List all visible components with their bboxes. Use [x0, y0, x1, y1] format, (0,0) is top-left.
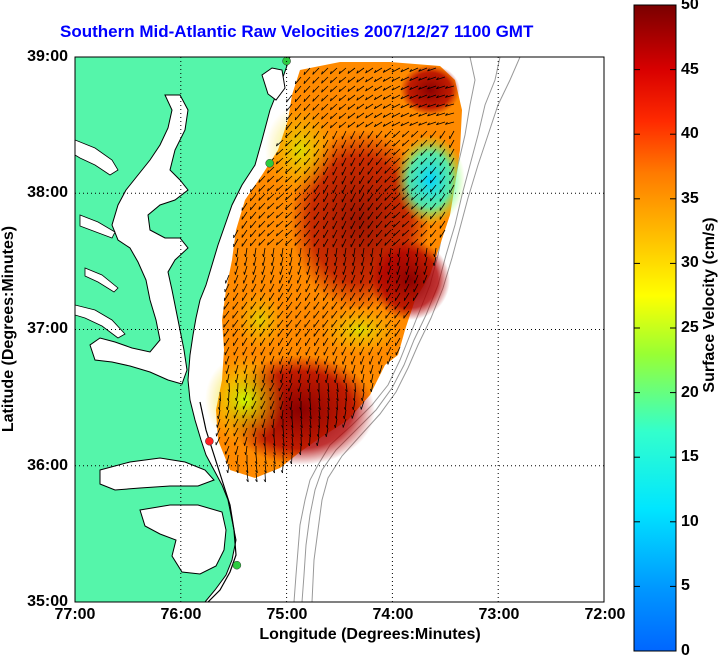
x-tick-label: 74:00	[363, 606, 423, 624]
colorbar-tick-label: 0	[681, 642, 721, 660]
velocity-arrow-head	[250, 198, 251, 201]
velocity-arrow-head	[376, 225, 377, 228]
y-tick-label: 38:00	[8, 184, 68, 202]
colorbar-tick-label: 35	[681, 190, 721, 208]
velocity-arrow-head	[295, 81, 296, 84]
velocity-arrow-head	[361, 407, 362, 410]
velocity-arrow-head	[376, 216, 377, 219]
velocity-arrow-head	[376, 207, 377, 210]
colorbar-tick-label: 25	[681, 319, 721, 337]
velocity-arrow-head	[253, 389, 254, 392]
colorbar-tick-label: 5	[681, 577, 721, 595]
velocity-arrow-head	[376, 144, 377, 147]
y-tick-label: 39:00	[8, 48, 68, 66]
velocity-arrow-head	[376, 153, 377, 156]
velocity-arrow-head	[250, 234, 251, 237]
colorbar-tick-label: 30	[681, 254, 721, 272]
velocity-arrow-head	[304, 198, 305, 201]
colorbar-tick-label: 45	[681, 61, 721, 79]
velocity-arrow-head	[304, 225, 305, 228]
velocity-arrow-head	[217, 425, 218, 428]
velocity-arrow-head	[250, 207, 251, 210]
y-tick-label: 36:00	[8, 457, 68, 475]
velocity-arrow-head	[295, 90, 296, 93]
velocity-arrow-head	[250, 216, 251, 219]
x-tick-label: 72:00	[575, 606, 635, 624]
colorbar-tick-label: 15	[681, 448, 721, 466]
velocity-arrow-head	[244, 398, 245, 401]
colorbar-tick-label: 50	[681, 0, 721, 14]
colorbar-tick-label: 40	[681, 125, 721, 143]
velocity-arrow-head	[376, 135, 377, 138]
x-tick-label: 75:00	[257, 606, 317, 624]
station-marker	[205, 437, 213, 445]
x-tick-label: 77:00	[45, 606, 105, 624]
velocity-arrow-head	[352, 416, 353, 419]
velocity-arrow-head	[376, 189, 377, 192]
velocity-arrow-head	[304, 180, 305, 183]
colorbar-tick-label: 10	[681, 513, 721, 531]
velocity-arrow-head	[304, 171, 305, 174]
velocity-arrow-head	[235, 407, 236, 410]
velocity-arrow-head	[376, 234, 377, 237]
velocity-arrow-head	[304, 243, 305, 246]
velocity-arrow-head	[304, 135, 305, 138]
velocity-arrow-head	[304, 216, 305, 219]
velocity-arrow-head	[376, 180, 377, 183]
station-marker	[233, 561, 241, 569]
velocity-arrow-head	[304, 153, 305, 156]
x-tick-label: 73:00	[469, 606, 529, 624]
velocity-arrow-head	[295, 99, 296, 102]
velocity-arrow-head	[376, 171, 377, 174]
velocity-arrow-head	[295, 117, 296, 120]
velocity-arrow-head	[250, 225, 251, 228]
x-axis-title: Longitude (Degrees:Minutes)	[200, 626, 540, 644]
y-axis-title: Latitude (Degrees:Minutes)	[0, 209, 18, 449]
velocity-arrow-head	[304, 234, 305, 237]
velocity-arrow-head	[304, 189, 305, 192]
station-marker	[266, 159, 274, 167]
velocity-arrow-head	[304, 207, 305, 210]
velocity-arrow-head	[376, 198, 377, 201]
velocity-arrow-head	[295, 108, 296, 111]
velocity-arrow-head	[250, 243, 251, 246]
colorbar-tick-label: 20	[681, 384, 721, 402]
velocity-arrow-head	[304, 144, 305, 147]
velocity-arrow-head	[343, 425, 344, 428]
x-tick-label: 76:00	[151, 606, 211, 624]
colorbar	[634, 5, 676, 651]
velocity-arrow-head	[304, 162, 305, 165]
velocity-arrow-head	[376, 243, 377, 246]
velocity-arrow-head	[376, 162, 377, 165]
velocity-arrow-head	[295, 126, 296, 129]
velocity-arrow-head	[226, 416, 227, 419]
velocity-arrow-head	[250, 189, 251, 192]
